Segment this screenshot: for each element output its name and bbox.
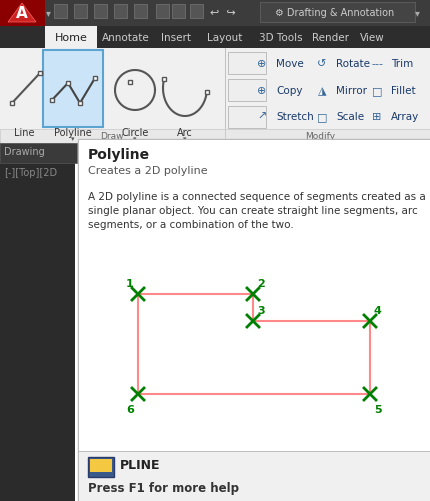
Text: Layout: Layout xyxy=(207,33,243,43)
Text: A: A xyxy=(16,6,28,21)
Text: ▾: ▾ xyxy=(133,136,137,142)
Bar xyxy=(79,451,430,501)
Text: Arc: Arc xyxy=(177,128,193,138)
Text: 4: 4 xyxy=(374,306,382,315)
Text: segments, or a combination of the two.: segments, or a combination of the two. xyxy=(88,219,294,229)
Text: Line: Line xyxy=(14,128,34,138)
Bar xyxy=(190,5,203,19)
Text: Polyline: Polyline xyxy=(88,148,150,162)
Bar xyxy=(172,5,185,19)
Text: Array: Array xyxy=(391,112,419,122)
Text: □: □ xyxy=(317,112,327,122)
Bar xyxy=(0,143,430,144)
Bar xyxy=(96,473,106,476)
Bar xyxy=(260,3,415,23)
Text: Circle: Circle xyxy=(121,128,149,138)
Text: ◮: ◮ xyxy=(318,86,326,96)
Bar xyxy=(225,49,226,144)
Text: Drawing: Drawing xyxy=(4,147,45,157)
Bar xyxy=(79,141,430,451)
Text: [-][Top][2D: [-][Top][2D xyxy=(4,168,57,178)
Text: Modify: Modify xyxy=(305,132,335,141)
Bar xyxy=(0,0,45,27)
Text: 2: 2 xyxy=(257,279,265,289)
Text: Mirror: Mirror xyxy=(336,86,367,96)
Bar xyxy=(0,49,430,144)
Text: Stretch: Stretch xyxy=(276,112,314,122)
Bar xyxy=(88,457,114,477)
Text: ▾: ▾ xyxy=(71,136,75,142)
Text: Press F1 for more help: Press F1 for more help xyxy=(88,481,239,494)
Bar xyxy=(156,5,169,19)
Bar xyxy=(228,107,266,129)
Text: Rotate: Rotate xyxy=(336,59,370,69)
Text: 1: 1 xyxy=(126,279,134,289)
Text: Trim: Trim xyxy=(391,59,413,69)
Bar xyxy=(94,5,107,19)
Text: Draw: Draw xyxy=(100,132,124,141)
Bar xyxy=(228,53,266,75)
Text: Copy: Copy xyxy=(276,86,302,96)
Text: Render: Render xyxy=(312,33,349,43)
Text: ⊕: ⊕ xyxy=(257,59,267,69)
Text: ↗: ↗ xyxy=(257,112,267,122)
Bar xyxy=(43,51,103,128)
Text: 6: 6 xyxy=(126,404,134,414)
Text: Insert: Insert xyxy=(161,33,191,43)
Text: ↩  ↪: ↩ ↪ xyxy=(210,9,236,19)
Text: Polyline: Polyline xyxy=(54,128,92,138)
Polygon shape xyxy=(8,4,36,23)
Text: Creates a 2D polyline: Creates a 2D polyline xyxy=(88,166,208,176)
Text: 5: 5 xyxy=(374,404,382,414)
Text: ▾: ▾ xyxy=(46,9,51,19)
Text: ---: --- xyxy=(371,59,383,69)
Text: Home: Home xyxy=(55,33,87,43)
Text: A 2D polyline is a connected sequence of segments created as a: A 2D polyline is a connected sequence of… xyxy=(88,191,426,201)
Text: ▾: ▾ xyxy=(415,9,420,19)
Bar xyxy=(0,144,77,164)
Bar xyxy=(114,5,127,19)
Text: single planar object. You can create straight line segments, arc: single planar object. You can create str… xyxy=(88,205,418,215)
Bar xyxy=(0,0,430,27)
Bar xyxy=(134,5,147,19)
Text: ⊕: ⊕ xyxy=(257,86,267,96)
Text: Scale: Scale xyxy=(336,112,364,122)
Bar xyxy=(90,459,112,472)
Text: ↺: ↺ xyxy=(317,59,327,69)
Text: □: □ xyxy=(372,86,382,96)
Bar xyxy=(79,451,430,452)
Text: ▾: ▾ xyxy=(183,136,187,142)
Text: ⊞: ⊞ xyxy=(372,112,382,122)
Bar xyxy=(74,5,87,19)
Text: Annotate: Annotate xyxy=(102,33,150,43)
Bar xyxy=(0,144,75,501)
Text: 3D Tools: 3D Tools xyxy=(259,33,303,43)
Bar xyxy=(0,130,225,144)
Text: Fillet: Fillet xyxy=(391,86,416,96)
Bar xyxy=(45,27,97,49)
Bar xyxy=(54,5,67,19)
Text: ⚙ Drafting & Annotation: ⚙ Drafting & Annotation xyxy=(275,9,394,19)
Bar xyxy=(228,80,266,102)
Text: 3: 3 xyxy=(257,306,264,315)
Text: Move: Move xyxy=(276,59,304,69)
Text: View: View xyxy=(360,33,385,43)
Bar xyxy=(225,130,430,144)
Text: PLINE: PLINE xyxy=(120,458,160,471)
Bar xyxy=(0,27,430,49)
Bar xyxy=(78,140,430,501)
